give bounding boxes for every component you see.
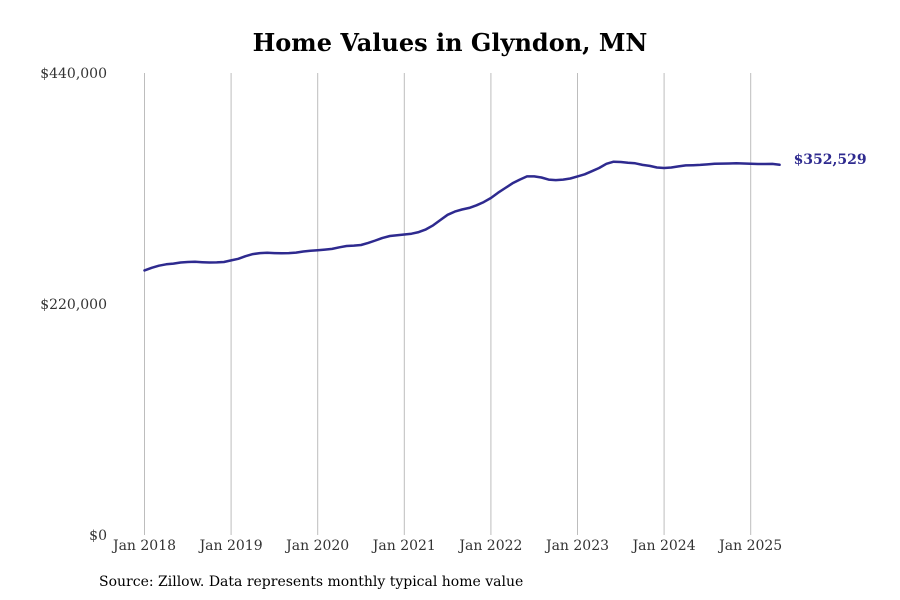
chart-title: Home Values in Glyndon, MN xyxy=(252,28,648,57)
y-tick-label: $440,000 xyxy=(40,66,107,82)
x-tick-label: Jan 2023 xyxy=(544,538,609,554)
x-tick-label: Jan 2021 xyxy=(371,538,436,554)
x-tick-label: Jan 2018 xyxy=(111,538,176,554)
x-tick-label: Jan 2025 xyxy=(717,538,782,554)
x-tick-label: Jan 2022 xyxy=(457,538,522,554)
y-tick-label: $220,000 xyxy=(40,297,107,313)
vertical-gridlines xyxy=(144,73,752,535)
x-tick-label: Jan 2024 xyxy=(631,538,696,554)
y-axis-ticks: $440,000 $220,000 $0 xyxy=(40,66,107,544)
y-tick-label: $0 xyxy=(89,528,107,544)
x-tick-label: Jan 2020 xyxy=(284,538,349,554)
x-axis-ticks: Jan 2018 Jan 2019 Jan 2020 Jan 2021 Jan 2022… xyxy=(111,538,782,554)
x-tick-label: Jan 2019 xyxy=(198,538,263,554)
last-value-label: $352,529 xyxy=(794,152,867,168)
source-note: Source: Zillow. Data represents monthly … xyxy=(99,574,524,590)
home-value-line xyxy=(143,160,781,272)
